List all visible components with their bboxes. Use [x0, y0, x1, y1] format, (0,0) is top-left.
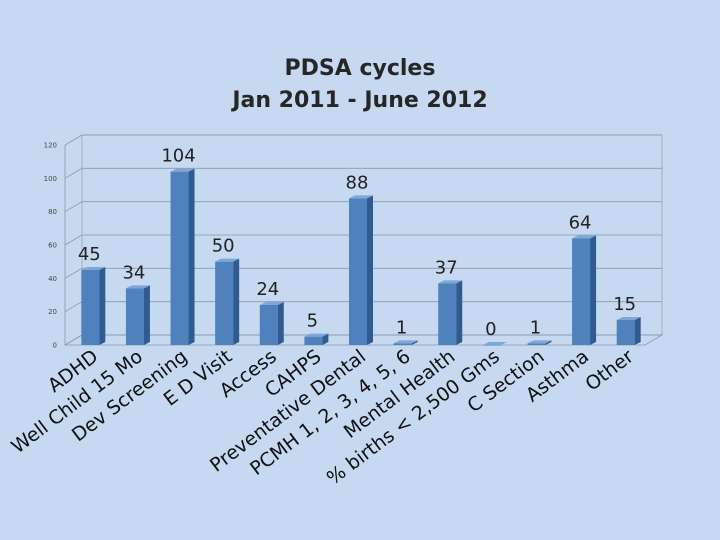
- bar-side: [367, 195, 373, 345]
- chart-subtitle: Jan 2011 - June 2012: [232, 88, 488, 113]
- bar-side: [233, 258, 240, 345]
- bar-side: [545, 340, 552, 345]
- data-label: 0: [485, 319, 496, 340]
- bar: [349, 195, 373, 345]
- data-label: 5: [307, 311, 318, 332]
- y-tick-label: 40: [48, 275, 57, 283]
- bar: [572, 235, 597, 345]
- bar-side: [590, 235, 597, 345]
- bar-top: [616, 317, 641, 320]
- data-label: 15: [613, 294, 636, 315]
- bar: [170, 168, 195, 345]
- data-label: 24: [256, 279, 279, 300]
- bar-top: [304, 333, 329, 337]
- y-tick-label: 100: [44, 175, 57, 183]
- y-tick-label: 80: [48, 208, 57, 216]
- bar-side: [634, 317, 641, 345]
- bar: [259, 302, 284, 345]
- chart-title: PDSA cycles: [284, 56, 436, 81]
- bar-side: [456, 280, 463, 345]
- bar: [304, 333, 329, 345]
- bar-top: [349, 195, 373, 199]
- gridline: [64, 267, 662, 279]
- gridline: [64, 234, 662, 246]
- bar: [125, 285, 150, 345]
- bar-top: [527, 340, 552, 344]
- bar-top: [482, 342, 507, 345]
- data-label: 34: [122, 262, 145, 283]
- bar-front: [349, 198, 367, 345]
- data-label: 50: [212, 236, 235, 257]
- bar-top: [259, 302, 284, 305]
- bar-front: [170, 171, 189, 345]
- gridline: [64, 134, 662, 146]
- bar-top: [81, 267, 106, 270]
- x-category-label: Other: [581, 345, 637, 395]
- bar: [393, 340, 418, 345]
- bar-side: [411, 340, 418, 345]
- data-label: 37: [435, 257, 458, 278]
- gridline: [64, 167, 662, 179]
- bar-front: [572, 238, 591, 345]
- y-tick-label: 20: [48, 308, 57, 316]
- bar: [482, 342, 507, 346]
- bar-front: [81, 270, 100, 345]
- data-label: 45: [78, 244, 101, 265]
- bar-side: [99, 267, 106, 345]
- bar-front: [304, 336, 323, 345]
- bar-side: [277, 302, 284, 345]
- bar-top: [572, 235, 597, 239]
- bar-top: [170, 168, 195, 172]
- bar-top: [438, 280, 463, 284]
- data-label: 1: [396, 317, 407, 338]
- bar: [616, 317, 641, 345]
- bar-side: [188, 168, 195, 345]
- data-label: 64: [569, 212, 592, 233]
- y-tick-label: 120: [44, 142, 57, 150]
- bar-side: [143, 285, 150, 345]
- bar: [527, 340, 552, 345]
- data-label: 104: [161, 146, 195, 167]
- gridline: [64, 201, 662, 213]
- y-tick-label: 0: [53, 342, 57, 350]
- bar-front: [125, 288, 144, 345]
- bar: [215, 258, 240, 345]
- bar-front: [616, 320, 635, 345]
- bar-front: [393, 343, 412, 345]
- bar-front: [215, 261, 234, 345]
- bar-front: [259, 305, 278, 345]
- bar-top: [393, 340, 418, 344]
- bar-front: [527, 343, 546, 345]
- data-label: 1: [530, 317, 541, 338]
- bar-top: [125, 285, 150, 289]
- bar-front: [438, 283, 457, 345]
- bar-top: [215, 258, 240, 262]
- bar-side: [322, 333, 329, 345]
- y-tick-label: 60: [48, 242, 57, 250]
- bar: [438, 280, 463, 345]
- bar-front: [482, 345, 501, 346]
- bar: [81, 267, 106, 345]
- data-label: 88: [346, 172, 369, 193]
